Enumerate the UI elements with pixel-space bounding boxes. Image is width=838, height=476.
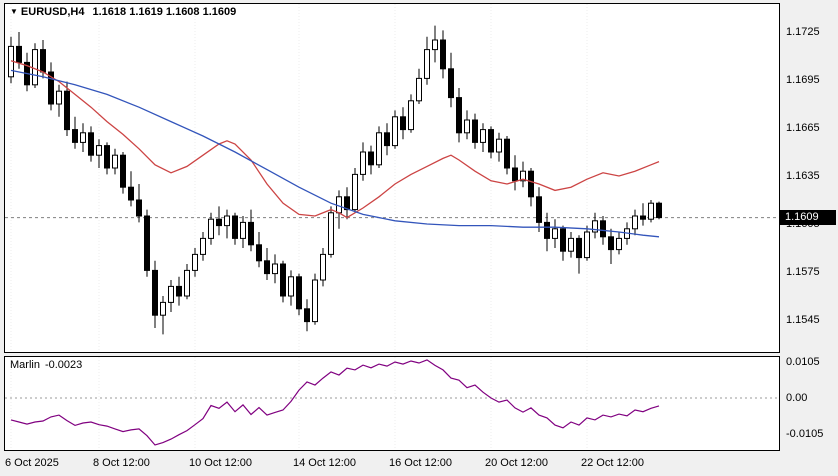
indicator-axis-label: 0.00 bbox=[786, 392, 808, 404]
current-price-badge: 1.1609 bbox=[780, 210, 836, 226]
price-axis-label: 1.1665 bbox=[786, 122, 820, 134]
time-axis-label: 14 Oct 12:00 bbox=[293, 457, 356, 469]
chart-ohlc: 1.1618 1.1619 1.1608 1.1609 bbox=[92, 6, 237, 18]
indicator-axis: 0.0105 0.00 -0.0105 bbox=[786, 0, 838, 476]
time-axis-label: 22 Oct 12:00 bbox=[581, 457, 644, 469]
time-axis-label: 6 Oct 2025 bbox=[5, 457, 59, 469]
price-axis-label: 1.1635 bbox=[786, 170, 820, 182]
indicator-axis-label: 0.0105 bbox=[786, 356, 820, 368]
indicator-label: Marlin -0.0023 bbox=[10, 359, 82, 371]
price-chart-panel: ▼ EURUSD,H4 1.1618 1.1619 1.1608 1.1609 bbox=[4, 3, 780, 353]
dropdown-arrow-icon[interactable]: ▼ bbox=[10, 7, 18, 16]
price-axis-label: 1.1725 bbox=[786, 26, 820, 38]
indicator-axis-label: -0.0105 bbox=[786, 428, 824, 440]
time-axis: 6 Oct 2025 8 Oct 12:00 10 Oct 12:00 14 Oct … bbox=[0, 457, 838, 475]
candlestick-chart[interactable] bbox=[5, 4, 779, 352]
indicator-value: -0.0023 bbox=[44, 359, 83, 371]
indicator-name: Marlin bbox=[10, 359, 40, 371]
indicator-panel: Marlin -0.0023 bbox=[4, 356, 780, 451]
time-axis-label: 8 Oct 12:00 bbox=[93, 457, 150, 469]
time-axis-label: 20 Oct 12:00 bbox=[485, 457, 548, 469]
price-axis-label: 1.1545 bbox=[786, 314, 820, 326]
chart-title: ▼ EURUSD,H4 1.1618 1.1619 1.1608 1.1609 bbox=[10, 6, 236, 18]
price-axis-label: 1.1575 bbox=[786, 266, 820, 278]
indicator-chart[interactable] bbox=[5, 357, 779, 450]
time-axis-label: 10 Oct 12:00 bbox=[189, 457, 252, 469]
chart-symbol: EURUSD,H4 bbox=[20, 6, 85, 18]
price-axis-label: 1.1695 bbox=[786, 74, 820, 86]
time-axis-label: 16 Oct 12:00 bbox=[389, 457, 452, 469]
